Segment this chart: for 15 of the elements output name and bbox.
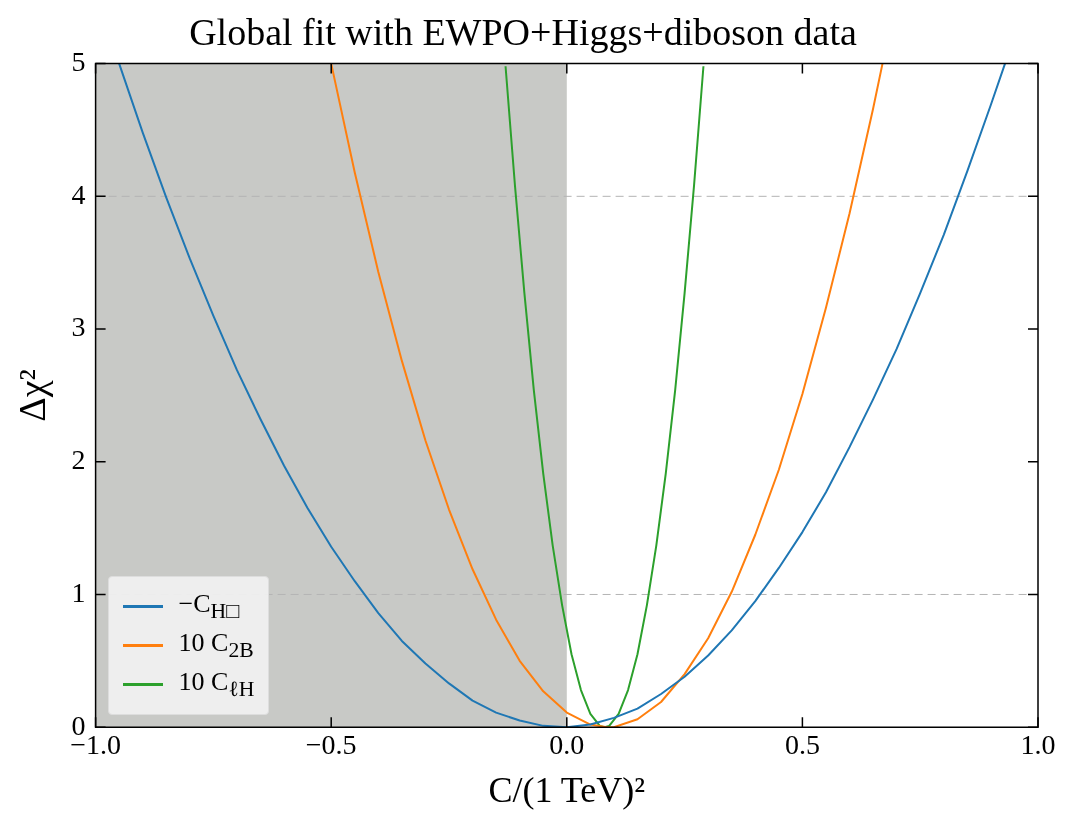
legend-label: −C$_{H□}$ [178,588,240,624]
x-axis-title: C/(1 TeV)² [488,769,646,810]
legend-label: 10 C$_{2B}$ [178,627,254,664]
chart-title: Global fit with EWPO+Higgs+diboson data [189,10,857,53]
x-tick-label: 0.5 [784,729,820,761]
y-tick-label: 4 [71,178,86,210]
y-axis-title: Δχ² [10,369,53,422]
y-tick-label: 5 [71,45,86,77]
x-tick-label: 0.0 [549,729,585,761]
y-tick-label: 2 [71,444,86,476]
x-tick-label: −0.5 [305,729,357,761]
y-tick-label: 1 [71,576,86,608]
legend-label: 10 C$_{ℓH}$ [178,667,255,703]
y-tick-label: 3 [71,311,86,343]
x-tick-label: 1.0 [1020,729,1056,761]
